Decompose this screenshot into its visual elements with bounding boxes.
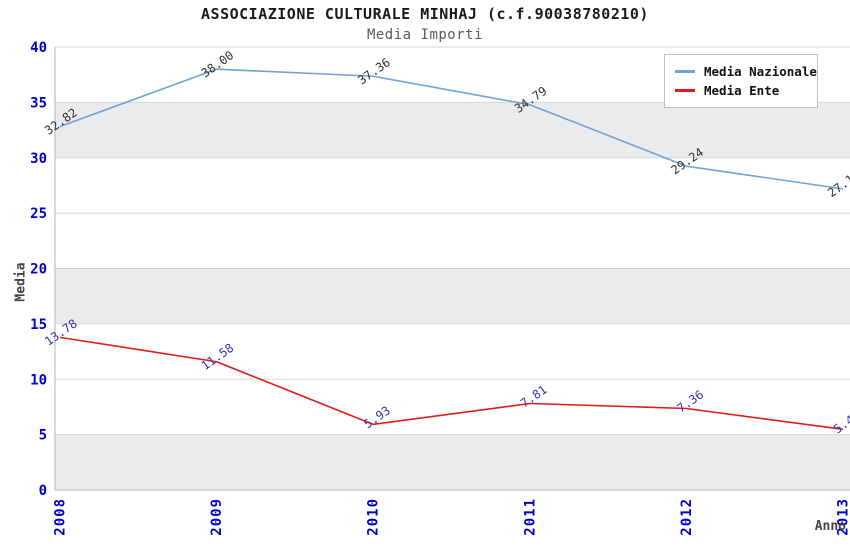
x-tick-label: 2009	[209, 498, 225, 536]
point-label-media-ente: 7.81	[518, 382, 550, 410]
y-axis-title: Media	[13, 262, 29, 302]
x-tick-label: 2010	[366, 498, 382, 536]
legend-item-media-ente: Media Ente	[675, 81, 811, 100]
legend-item-media-nazionale: Media Nazionale	[675, 62, 817, 81]
point-label-media-nazionale: 27.19	[825, 168, 850, 200]
legend-line-swatch	[675, 70, 695, 73]
x-tick-label: 2013	[836, 498, 850, 536]
legend-label: Media Ente	[704, 83, 780, 98]
y-tick-label: 10	[30, 372, 47, 388]
y-tick-label: 5	[39, 428, 47, 444]
legend: Media Nazionale Media Ente	[664, 54, 818, 108]
series-line-media-nazionale	[59, 68, 844, 190]
plot-band	[55, 434, 850, 490]
x-tick-label: 2012	[679, 498, 695, 536]
x-tick-label: 2008	[53, 498, 69, 536]
y-tick-label: 0	[39, 483, 47, 499]
y-tick-label: 40	[30, 40, 47, 56]
point-label-media-ente: 7.36	[674, 387, 706, 415]
y-tick-label: 30	[30, 151, 47, 167]
y-tick-label: 15	[30, 317, 47, 333]
plot-band	[55, 268, 850, 324]
x-axis-title: Anno	[814, 519, 846, 534]
point-label-media-ente: 5.93	[361, 403, 393, 431]
chart-subtitle: Media Importi	[366, 27, 484, 43]
series-line-media-ente	[59, 336, 844, 431]
legend-label: Media Nazionale	[704, 64, 817, 79]
plot-band	[55, 102, 850, 158]
point-label-media-nazionale: 37.36	[355, 55, 393, 87]
point-label-media-ente: 5.48	[831, 408, 850, 436]
chart-title: ASSOCIAZIONE CULTURALE MINHAJ (c.f.90038…	[201, 5, 649, 23]
legend-line-swatch	[675, 89, 695, 92]
y-tick-label: 35	[30, 95, 47, 111]
y-tick-label: 20	[30, 262, 47, 278]
y-tick-label: 25	[30, 206, 47, 222]
x-tick-label: 2011	[522, 498, 538, 536]
point-label-media-nazionale: 38.00	[199, 48, 237, 80]
